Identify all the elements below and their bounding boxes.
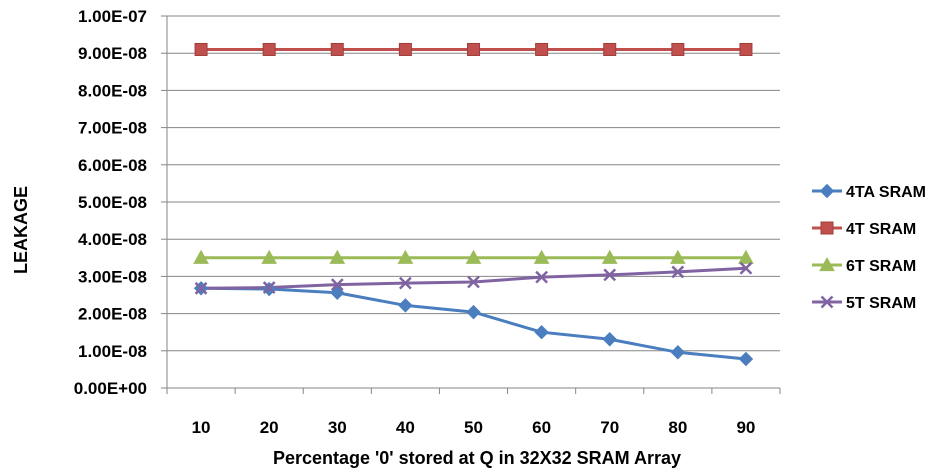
y-tick-label: 1.00E-08 — [78, 342, 147, 361]
data-point-6t-sram — [329, 249, 346, 264]
data-point-4t-sram — [398, 42, 412, 56]
data-point-4t-sram — [535, 42, 549, 56]
data-point-6t-sram — [261, 249, 278, 264]
x-tick-labels: 10 20 30 40 50 60 70 80 90 — [192, 418, 756, 437]
legend-entry-4ta-sram: 4TA SRAM — [812, 183, 926, 201]
data-point-5t-sram — [535, 270, 548, 284]
y-tick-label: 4.00E-08 — [78, 230, 147, 249]
data-point-6t-sram — [533, 249, 550, 264]
axes — [161, 15, 781, 394]
x-tick-label: 90 — [736, 418, 755, 437]
data-point-5t-sram — [467, 275, 480, 289]
x-tick-label: 20 — [260, 418, 279, 437]
y-tick-label: 9.00E-08 — [78, 44, 147, 63]
y-tick-label: 1.00E-07 — [78, 7, 147, 26]
series-line-5t-sram — [201, 266, 747, 290]
y-tick-label: 8.00E-08 — [78, 81, 147, 100]
y-axis-title: LEAKAGE — [11, 186, 31, 274]
data-point-5t-sram — [739, 261, 753, 275]
x-tick-label: 40 — [396, 418, 415, 437]
data-point-6t-sram — [601, 249, 618, 264]
data-point-6t-sram — [669, 249, 686, 264]
legend-label: 4TA SRAM — [846, 184, 926, 201]
data-point-4t-sram — [739, 42, 753, 56]
x-tick-label: 80 — [668, 418, 687, 437]
data-point-6t-sram — [193, 249, 209, 264]
data-point-4t-sram — [194, 42, 208, 56]
data-point-5t-sram — [262, 281, 276, 294]
y-tick-label: 5.00E-08 — [78, 193, 147, 212]
y-tick-labels: 0.00E+00 1.00E-08 2.00E-08 3.00E-08 4.00E-08… — [74, 7, 147, 398]
data-point-4ta-sram — [534, 324, 549, 340]
data-point-4t-sram — [603, 42, 617, 56]
y-tick-label: 6.00E-08 — [78, 156, 147, 175]
legend-marker-5t-sram — [820, 295, 834, 309]
gridlines — [167, 15, 780, 389]
data-point-4ta-sram — [466, 304, 481, 320]
data-point-4ta-sram — [398, 298, 413, 313]
x-axis-title: Percentage '0' stored at Q in 32X32 SRAM… — [273, 448, 681, 468]
data-point-6t-sram — [397, 249, 414, 264]
legend-label: 6T SRAM — [846, 258, 916, 275]
data-point-5t-sram — [603, 268, 617, 282]
y-tick-label: 0.00E+00 — [74, 379, 147, 398]
x-tick-label: 60 — [532, 418, 551, 437]
data-point-4t-sram — [330, 42, 344, 56]
x-tick-label: 50 — [464, 418, 483, 437]
data-point-4ta-sram — [738, 351, 754, 367]
data-point-6t-sram — [738, 249, 754, 264]
x-tick-label: 70 — [600, 418, 619, 437]
data-point-4t-sram — [262, 42, 276, 56]
y-tick-label: 2.00E-08 — [78, 305, 147, 324]
data-point-5t-sram — [671, 265, 685, 279]
data-point-6t-sram — [465, 249, 482, 264]
legend-marker-6t-sram — [819, 256, 835, 272]
series-markers — [193, 42, 754, 367]
legend-entry-5t-sram: 5T SRAM — [812, 295, 916, 312]
data-point-5t-sram — [399, 276, 412, 290]
x-tick-label: 30 — [328, 418, 347, 437]
legend-marker-4t-sram — [820, 221, 834, 235]
legend-label: 4T SRAM — [846, 221, 916, 238]
data-point-4t-sram — [467, 42, 480, 56]
y-tick-label: 3.00E-08 — [78, 267, 147, 286]
series-line-4ta-sram — [201, 286, 747, 361]
data-point-4ta-sram — [670, 345, 686, 360]
data-point-5t-sram — [194, 281, 208, 295]
legend: 4TA SRAM 4T SRAM 6T SRAM 5T SRAM — [812, 183, 926, 312]
x-tick-label: 10 — [192, 418, 211, 437]
legend-marker-4ta-sram — [819, 183, 835, 199]
y-tick-label: 7.00E-08 — [78, 119, 147, 138]
legend-entry-4t-sram: 4T SRAM — [812, 221, 916, 238]
legend-entry-6t-sram: 6T SRAM — [812, 256, 916, 275]
data-point-4ta-sram — [602, 332, 617, 347]
data-point-5t-sram — [330, 278, 344, 291]
legend-label: 5T SRAM — [846, 295, 916, 312]
data-point-4t-sram — [671, 42, 685, 56]
